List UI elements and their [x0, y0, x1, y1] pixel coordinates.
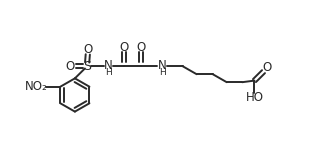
Text: O: O	[66, 60, 75, 73]
Text: O: O	[262, 61, 271, 74]
Text: N: N	[157, 59, 167, 72]
Text: NO₂: NO₂	[25, 80, 48, 93]
Text: O: O	[83, 43, 92, 56]
Text: H: H	[159, 68, 165, 77]
Text: O: O	[136, 41, 145, 54]
Text: N: N	[104, 59, 113, 72]
Text: S: S	[83, 60, 91, 73]
Text: O: O	[119, 41, 129, 54]
Text: HO: HO	[246, 91, 263, 104]
Text: H: H	[105, 68, 112, 77]
